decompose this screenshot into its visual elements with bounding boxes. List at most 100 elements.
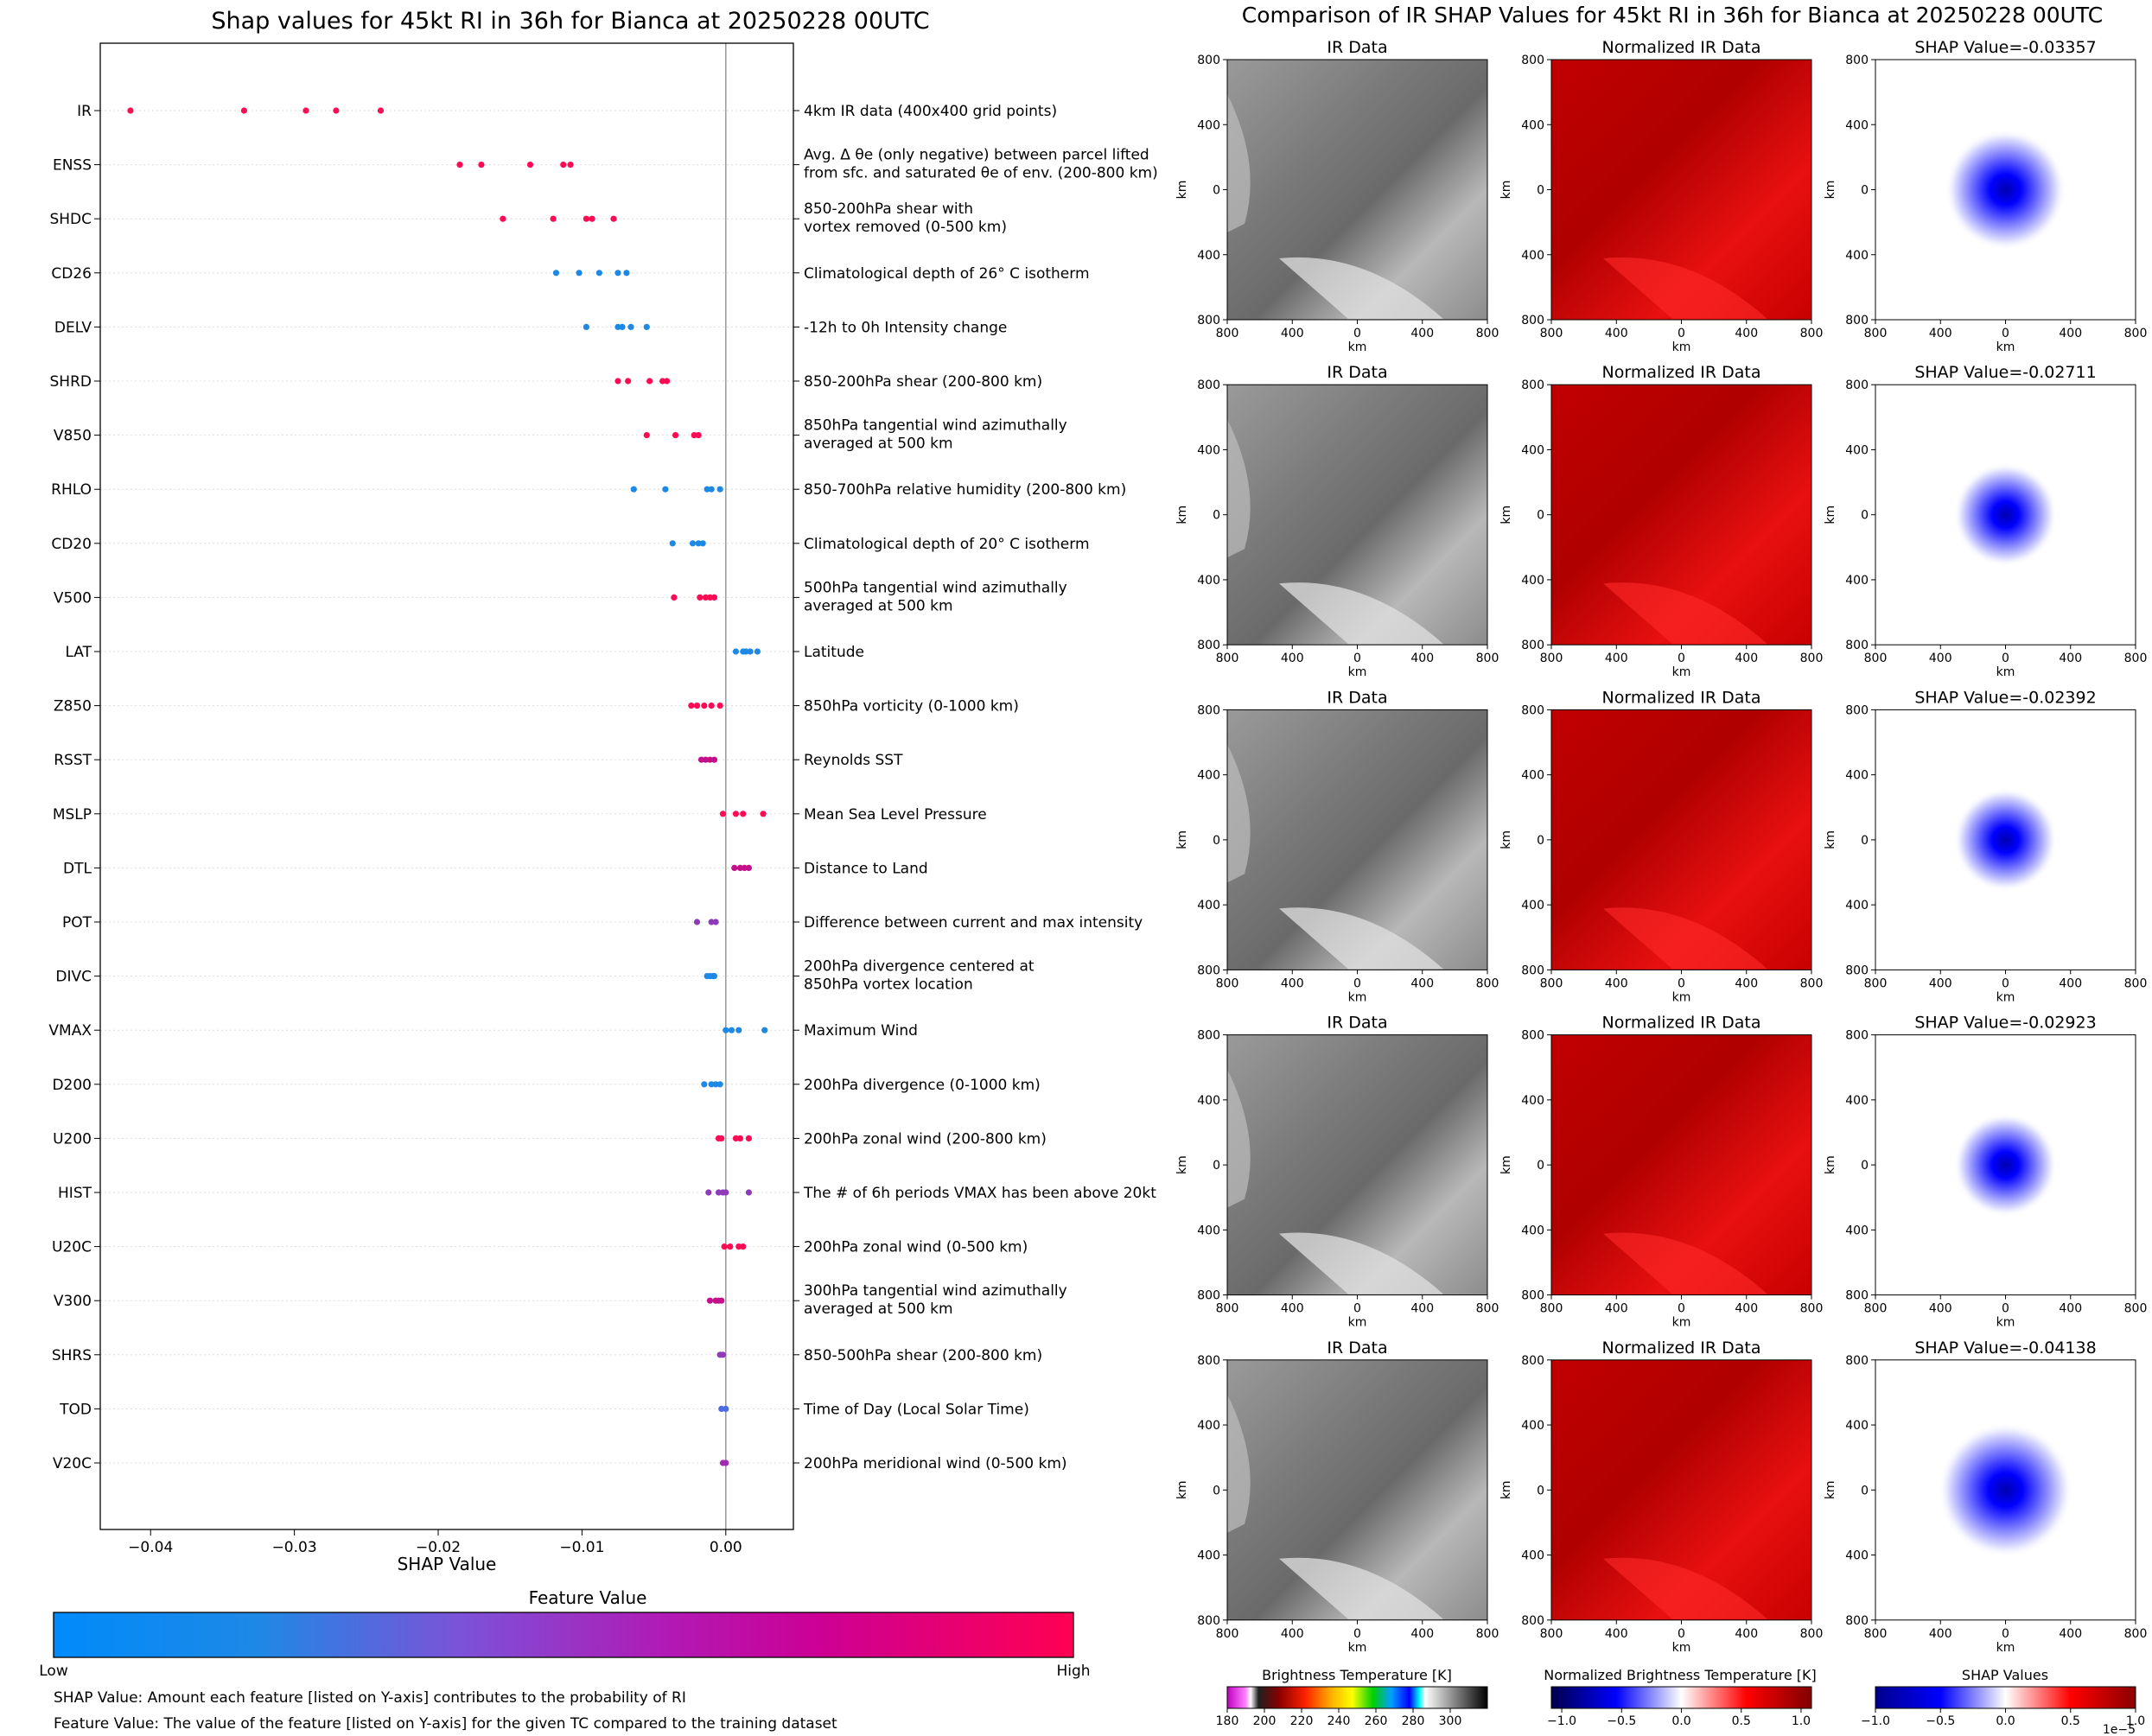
- panel-x-tick-label: 800: [1800, 327, 1824, 340]
- panel-y-axis-label: km: [1175, 830, 1189, 849]
- panel-y-tick-label: 800: [1521, 1029, 1544, 1043]
- panel-x-axis-label: km: [1672, 1641, 1691, 1655]
- panel-y-tick-label: 800: [1521, 1354, 1544, 1368]
- colorbar-tick-label: −1.0: [1547, 1714, 1576, 1728]
- panel-y-tick-label: 800: [1521, 1289, 1544, 1303]
- ir-data-title: IR Data: [1327, 363, 1387, 382]
- feature-description: 200hPa divergence (0-1000 km): [804, 1077, 1041, 1094]
- shap-point: [693, 919, 701, 925]
- panel-y-tick-label: 0: [1861, 1159, 1869, 1173]
- feature-description: from sfc. and saturated θe of env. (200-…: [804, 165, 1158, 182]
- shap-map-title: SHAP Value=-0.04138: [1914, 1339, 2096, 1358]
- shap-point: [526, 162, 534, 169]
- panel-y-tick-label: 400: [1845, 574, 1869, 588]
- colorbar-tick-label: 1.0: [2126, 1714, 2145, 1728]
- shap-values-colorbar: [1875, 1686, 2136, 1709]
- feature-label: RSST: [54, 752, 92, 769]
- panel-x-tick-label: 800: [1864, 1302, 1888, 1316]
- feature-description: 850hPa tangential wind azimuthally: [804, 417, 1067, 435]
- feature-label: D200: [52, 1077, 92, 1094]
- panel-y-tick-label: 800: [1845, 1289, 1869, 1303]
- panel-x-tick-label: 400: [1410, 1302, 1434, 1316]
- normalized-warm-band: [1603, 257, 1767, 319]
- panel-y-tick-label: 400: [1521, 769, 1544, 783]
- colorbar-tick-label: 180: [1216, 1714, 1239, 1728]
- shap-point: [614, 270, 621, 277]
- panel-x-tick-label: 800: [1800, 1302, 1824, 1316]
- panel-x-axis-label: km: [1348, 340, 1367, 354]
- panel-y-tick-label: 400: [1521, 1419, 1544, 1433]
- panel-x-tick-label: 800: [1864, 327, 1888, 340]
- panel-y-tick-label: 800: [1521, 378, 1544, 392]
- feature-descriptions: 4km IR data (400x400 grid points) Avg. Δ …: [793, 103, 1158, 1472]
- shap-point: [742, 648, 749, 655]
- panel-x-axis-label: km: [1996, 340, 2015, 354]
- shap-point: [719, 1351, 727, 1358]
- shap-point: [718, 1297, 725, 1304]
- panel-x-tick-label: 800: [1800, 1627, 1824, 1641]
- panel-y-tick-label: 800: [1197, 54, 1220, 67]
- panel-y-tick-label: 400: [1197, 118, 1220, 132]
- panel-y-tick-label: 400: [1845, 1224, 1869, 1237]
- panel-y-tick-label: 400: [1197, 1094, 1220, 1108]
- panel-x-axis-label: km: [1348, 990, 1367, 1004]
- ir-cloud-region: [1227, 94, 1251, 232]
- feature-description: vortex removed (0-500 km): [804, 219, 1007, 236]
- shap-point: [478, 162, 485, 169]
- ir-data-title: IR Data: [1327, 688, 1387, 707]
- panel-y-tick-label: 0: [1213, 834, 1220, 848]
- panel-x-tick-label: 0: [2002, 976, 2009, 990]
- feature-description: 850-200hPa shear (200-800 km): [804, 373, 1042, 391]
- panel-y-tick-label: 0: [1213, 184, 1220, 198]
- panel-y-tick-label: 800: [1845, 703, 1869, 717]
- normalized-warm-band: [1603, 907, 1767, 970]
- panel-y-tick-label: 400: [1845, 769, 1869, 783]
- feature-labels: IR ENSS SHDC CD26 DELV SHRD V850 RHLO CD20 V500 LA…: [48, 103, 100, 1472]
- ir-cloud-band: [1279, 907, 1443, 970]
- panel-x-tick-label: 800: [1216, 1302, 1239, 1316]
- feature-description: averaged at 500 km: [804, 597, 953, 614]
- panel-y-tick-label: 400: [1521, 443, 1544, 457]
- panel-y-tick-label: 800: [1845, 1354, 1869, 1368]
- panel-y-tick-label: 400: [1197, 443, 1220, 457]
- shap-point: [706, 1297, 714, 1304]
- shap-point: [747, 648, 754, 655]
- shap-point: [614, 378, 621, 385]
- panel-y-tick-label: 400: [1521, 1224, 1544, 1237]
- feature-label: MSLP: [53, 806, 92, 823]
- shap-point: [240, 107, 247, 114]
- shap-values-colorbar-group: SHAP Values −1.0 −0.5 0.0 0.5 1.0 1e−5: [1861, 1667, 2145, 1736]
- panel-y-tick-label: 800: [1197, 1289, 1220, 1303]
- panel-x-tick-label: 400: [1605, 1627, 1628, 1641]
- panel-x-tick-label: 400: [1929, 976, 1952, 990]
- panel-x-axis-label: km: [1996, 1316, 2015, 1330]
- panel-y-tick-label: 400: [1197, 1224, 1220, 1237]
- shap-x-axis: −0.04 −0.03 −0.02 −0.01 0.00: [128, 1529, 742, 1556]
- panel-x-tick-label: 400: [1735, 327, 1758, 340]
- ir-data-title: IR Data: [1327, 1339, 1387, 1358]
- feature-label: DIVC: [55, 969, 92, 986]
- brightness-temp-colorbar-group: Brightness Temperature [K] 180 200 220 240 2…: [1216, 1667, 1488, 1728]
- ir-cloud-band: [1279, 582, 1443, 645]
- shap-point: [610, 215, 617, 222]
- panel-y-axis-label: km: [1824, 830, 1837, 849]
- panel-x-tick-label: 0: [2002, 1302, 2009, 1316]
- panel-x-axis-label: km: [1672, 340, 1691, 354]
- feature-description: 4km IR data (400x400 grid points): [804, 103, 1057, 120]
- ir-data-title: IR Data: [1327, 1014, 1387, 1033]
- shap-point: [701, 1081, 708, 1088]
- shap-point: [708, 1081, 715, 1088]
- panel-x-tick-label: 800: [1216, 1627, 1239, 1641]
- shap-point: [693, 703, 701, 709]
- normalized-ir-title: Normalized IR Data: [1602, 688, 1761, 707]
- panel-y-tick-label: 800: [1845, 314, 1869, 327]
- ir-cloud-band: [1279, 257, 1443, 319]
- panel-y-tick-label: 800: [1521, 1614, 1544, 1628]
- panel-x-axis-label: km: [1672, 1316, 1691, 1330]
- normalized-temp-colorbar: [1550, 1686, 1812, 1709]
- panel-y-tick-label: 400: [1197, 1549, 1220, 1563]
- shap-point: [614, 323, 621, 330]
- feature-label: V850: [54, 428, 92, 445]
